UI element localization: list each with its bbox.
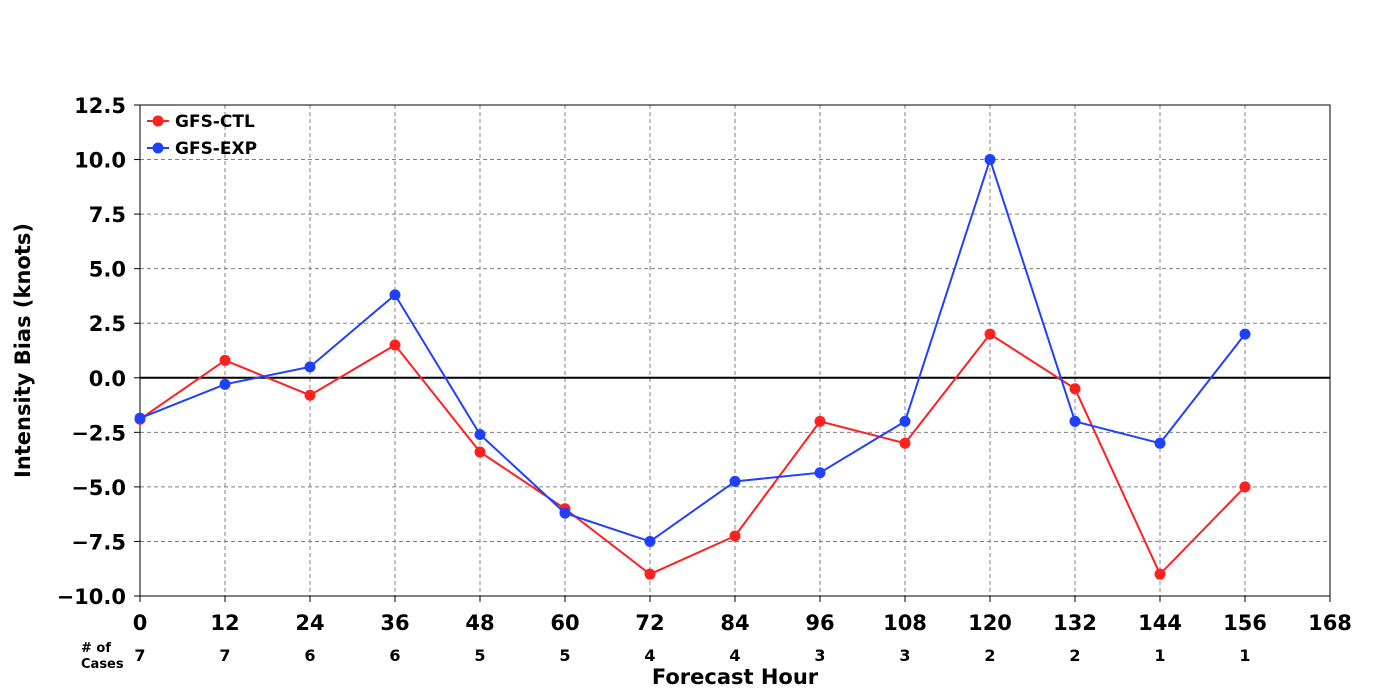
y-tick-label: −2.5 xyxy=(71,421,126,445)
series-point-gfs-ctl xyxy=(644,568,656,580)
x-tick-label: 60 xyxy=(550,611,579,635)
series-point-gfs-exp xyxy=(389,289,401,301)
y-tick-label: −5.0 xyxy=(71,476,126,500)
x-tick-label: 84 xyxy=(720,611,749,635)
series-point-gfs-exp xyxy=(1239,328,1251,340)
legend-label-gfs-ctl: GFS-CTL xyxy=(175,112,255,132)
series-point-gfs-ctl xyxy=(899,437,911,449)
x-tick-label: 168 xyxy=(1308,611,1352,635)
series-point-gfs-ctl xyxy=(219,354,231,366)
x-tick-label: 72 xyxy=(635,611,664,635)
x-tick-label: 12 xyxy=(210,611,239,635)
series-point-gfs-exp xyxy=(559,507,571,519)
series-point-gfs-ctl xyxy=(984,328,996,340)
x-tick-label: 132 xyxy=(1053,611,1097,635)
y-tick-label: 7.5 xyxy=(89,203,126,227)
cases-value: 5 xyxy=(474,646,485,665)
series-point-gfs-exp xyxy=(474,429,486,441)
series-point-gfs-ctl xyxy=(814,415,826,427)
y-tick-label: −7.5 xyxy=(71,530,126,554)
series-point-gfs-ctl xyxy=(729,530,741,542)
legend-marker-gfs-exp xyxy=(152,142,164,154)
x-tick-label: 0 xyxy=(133,611,148,635)
series-point-gfs-ctl xyxy=(474,446,486,458)
y-tick-label: 2.5 xyxy=(89,312,126,336)
cases-value: 2 xyxy=(1069,646,1080,665)
series-point-gfs-exp xyxy=(729,475,741,487)
series-point-gfs-exp xyxy=(1069,415,1081,427)
x-tick-label: 96 xyxy=(805,611,834,635)
series-point-gfs-exp xyxy=(304,361,316,373)
series-point-gfs-ctl xyxy=(389,339,401,351)
cases-value: 2 xyxy=(984,646,995,665)
series-point-gfs-exp xyxy=(134,412,146,424)
cases-value: 1 xyxy=(1154,646,1165,665)
y-axis-title: Intensity Bias (knots) xyxy=(11,223,35,478)
legend-label-gfs-exp: GFS-EXP xyxy=(175,139,257,159)
cases-value: 7 xyxy=(134,646,145,665)
series-point-gfs-ctl xyxy=(304,389,316,401)
y-tick-label: 12.5 xyxy=(74,94,126,118)
series-point-gfs-ctl xyxy=(1069,383,1081,395)
series-point-gfs-exp xyxy=(644,535,656,547)
series-point-gfs-exp xyxy=(899,415,911,427)
cases-label-line1: # of xyxy=(81,641,111,656)
series-point-gfs-exp xyxy=(1154,437,1166,449)
x-tick-label: 48 xyxy=(465,611,494,635)
cases-label-line2: Cases xyxy=(81,657,124,672)
x-tick-label: 120 xyxy=(968,611,1012,635)
x-tick-label: 24 xyxy=(295,611,324,635)
series-point-gfs-ctl xyxy=(1154,568,1166,580)
x-tick-label: 156 xyxy=(1223,611,1267,635)
cases-value: 6 xyxy=(389,646,400,665)
cases-value: 1 xyxy=(1239,646,1250,665)
y-tick-label: 0.0 xyxy=(89,367,126,391)
cases-value: 3 xyxy=(814,646,825,665)
series-point-gfs-exp xyxy=(814,467,826,479)
x-tick-label: 36 xyxy=(380,611,409,635)
legend-marker-gfs-ctl xyxy=(152,115,164,127)
x-axis-title: Forecast Hour xyxy=(652,665,819,689)
y-tick-label: −10.0 xyxy=(57,585,126,609)
series-point-gfs-ctl xyxy=(1239,481,1251,493)
cases-value: 4 xyxy=(644,646,655,665)
y-tick-label: 5.0 xyxy=(89,258,126,282)
x-tick-label: 108 xyxy=(883,611,927,635)
y-tick-label: 10.0 xyxy=(74,149,126,173)
cases-value: 7 xyxy=(219,646,230,665)
series-line-gfs-exp xyxy=(139,156,1246,543)
series-point-gfs-exp xyxy=(219,378,231,390)
cases-value: 4 xyxy=(729,646,740,665)
cases-value: 6 xyxy=(304,646,315,665)
x-tick-label: 144 xyxy=(1138,611,1182,635)
cases-value: 3 xyxy=(899,646,910,665)
series-point-gfs-exp xyxy=(984,154,996,166)
cases-value: 5 xyxy=(559,646,570,665)
